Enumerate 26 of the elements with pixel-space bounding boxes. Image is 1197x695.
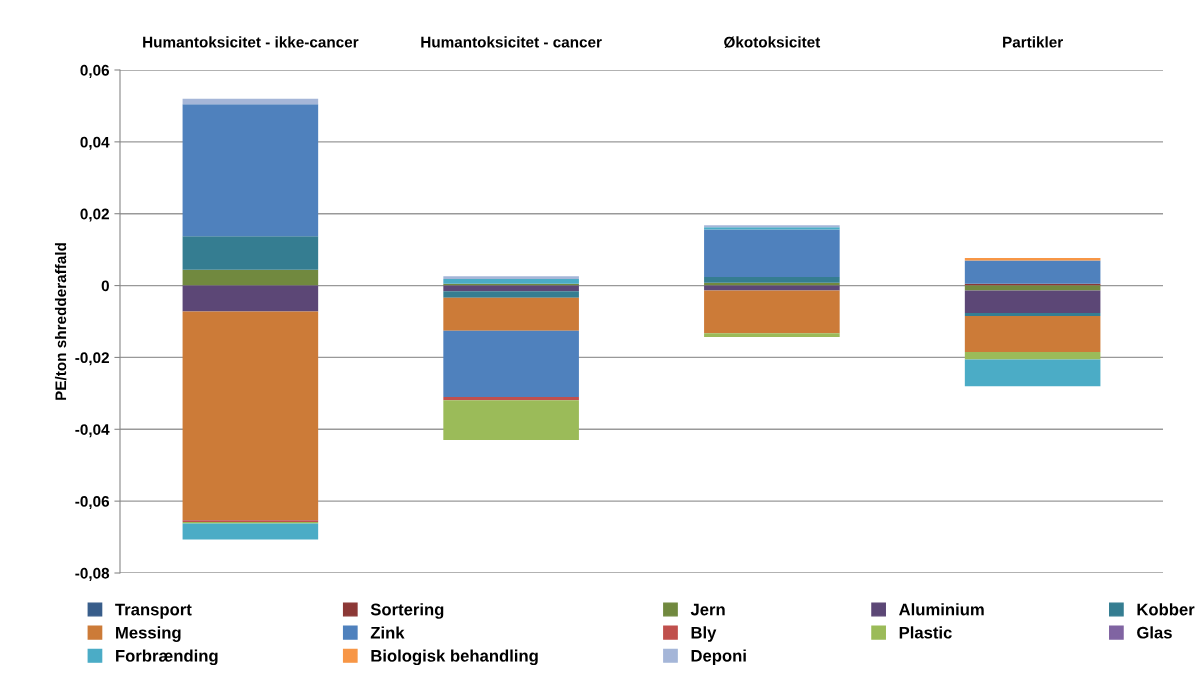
y-tick-label: -0,04 — [75, 424, 110, 438]
x-tick-label: Partikler — [1003, 36, 1063, 48]
y-tick-label: -0,06 — [75, 496, 110, 510]
y-tick-label: 0,02 — [80, 208, 109, 222]
legend-label: Messing — [116, 626, 181, 642]
y-tick-label: -0,02 — [75, 352, 109, 366]
legend-label: Transport — [115, 603, 192, 619]
y-tick-label: 0 — [101, 280, 109, 292]
y-tick-label: -0,08 — [75, 567, 110, 581]
legend-label: Sortering — [370, 603, 444, 619]
x-tick-label: Humantoksicitet - cancer — [421, 36, 602, 48]
legend-label: Forbrænding — [116, 649, 218, 666]
legend-label: Kobber — [1137, 603, 1195, 616]
x-tick-label: Økotoksicitet — [724, 36, 821, 48]
legend-label: Biologisk behandling — [371, 649, 538, 666]
legend-label: Zink — [370, 626, 405, 639]
legend-label: Aluminium — [899, 603, 984, 616]
x-tick-label: Humantoksicitet - ikke-cancer — [143, 36, 359, 48]
y-tick-label: 0,04 — [80, 136, 110, 150]
legend-label: Deponi — [691, 649, 746, 665]
legend-label: Glas — [1137, 626, 1172, 639]
y-axis-title: PE/ton shredderaffald — [54, 243, 67, 400]
y-tick-label: 0,06 — [80, 64, 110, 78]
legend-label: Bly — [691, 626, 717, 642]
legend-label: Jern — [690, 603, 725, 616]
legend-label: Plastic — [899, 626, 952, 639]
